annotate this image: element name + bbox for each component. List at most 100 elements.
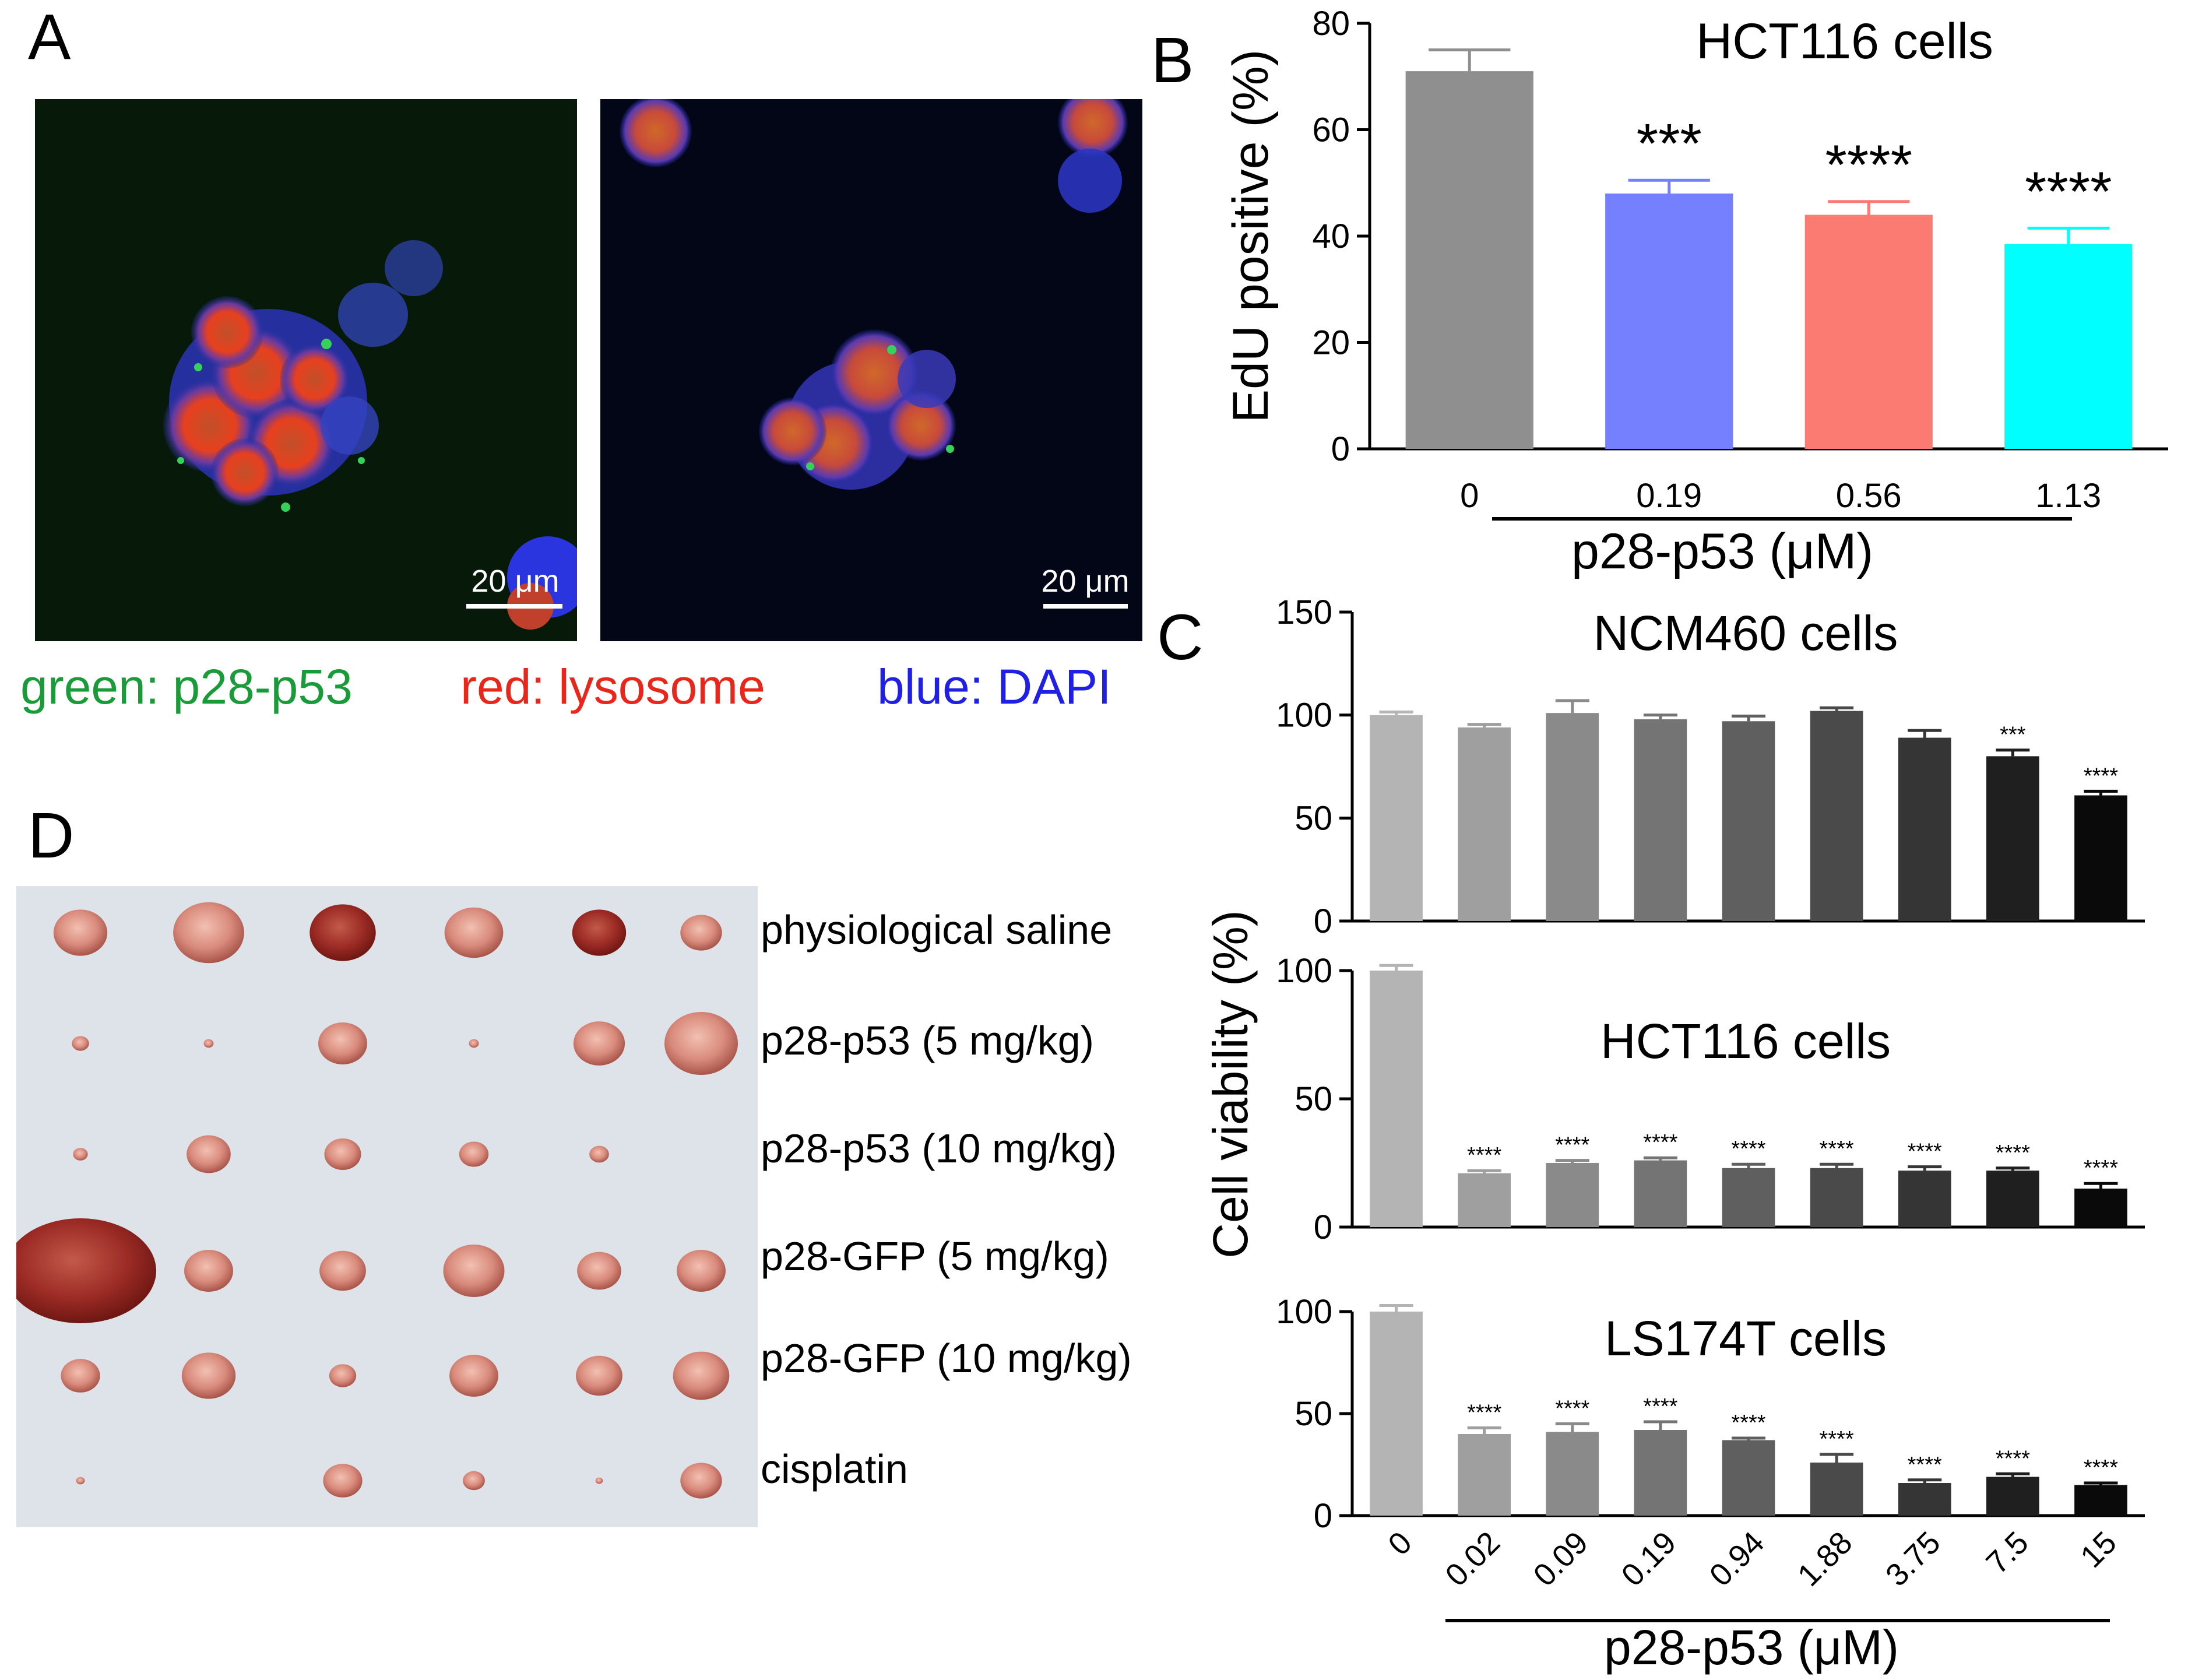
chart-title: HCT116 cells xyxy=(1696,13,1993,69)
significance-label: **** xyxy=(1996,1446,2030,1471)
y-axis-label: EdU positive (%) xyxy=(1223,50,1279,423)
bar xyxy=(1898,1171,1951,1227)
tumor-specimen xyxy=(324,1138,361,1170)
significance-label: **** xyxy=(1908,1140,1942,1164)
bar xyxy=(1810,1463,1863,1516)
tumor-specimen xyxy=(61,1359,100,1393)
x-tick-label: 7.5 xyxy=(1979,1525,2035,1581)
significance-label: **** xyxy=(2084,764,2118,788)
significance-label: **** xyxy=(1467,1143,1501,1168)
tumor-specimen xyxy=(589,1145,609,1163)
bar xyxy=(1986,1477,2039,1516)
tumor-specimen xyxy=(680,915,722,951)
tumor-specimen xyxy=(203,1039,214,1048)
tumor-specimen xyxy=(443,1245,505,1297)
significance-label: **** xyxy=(1555,1133,1589,1158)
significance-label: **** xyxy=(1825,134,1912,196)
bar xyxy=(1634,719,1687,921)
panel-label-c: C xyxy=(1157,602,1204,673)
bar xyxy=(1458,727,1511,921)
bar xyxy=(1986,1171,2039,1227)
x-tick-label: 0.02 xyxy=(1438,1525,1507,1593)
x-tick-label: 1.88 xyxy=(1791,1525,1859,1593)
y-axis-label: Cell viability (%) xyxy=(1203,910,1258,1258)
tumor-specimen xyxy=(323,1464,363,1498)
legend-red: red: lysosome xyxy=(460,659,765,714)
bar xyxy=(1546,1163,1599,1227)
tumor-row-label: p28-GFP (10 mg/kg) xyxy=(761,1335,1132,1381)
tumor-specimen xyxy=(187,1135,231,1173)
significance-label: **** xyxy=(1731,1137,1765,1161)
bar xyxy=(1605,194,1733,449)
tumor-specimen xyxy=(449,1355,498,1397)
chart-title: LS174T cells xyxy=(1605,1311,1887,1366)
tumor-row-label: p28-p53 (5 mg/kg) xyxy=(761,1018,1094,1063)
tumor-specimen xyxy=(319,1250,366,1291)
y-tick-label: 80 xyxy=(1312,5,1350,43)
bar xyxy=(2074,1485,2127,1516)
significance-label: **** xyxy=(1731,1411,1765,1435)
tumor-specimen xyxy=(469,1039,479,1048)
tumor-row-label: p28-p53 (10 mg/kg) xyxy=(761,1126,1117,1171)
tumor-specimen xyxy=(173,902,244,964)
tumor-specimen xyxy=(181,1352,236,1399)
bar xyxy=(1898,737,1951,921)
chart-title: HCT116 cells xyxy=(1600,1014,1891,1069)
y-tick-label: 100 xyxy=(1276,1293,1332,1331)
y-tick-label: 100 xyxy=(1276,697,1332,734)
chart-C3: 0 50 100 0 **** 0.02 **** 0.09 **** 0.19 **** 0.94 *… xyxy=(1276,1293,2145,1675)
tumor-specimen xyxy=(572,909,627,956)
bar xyxy=(2004,244,2133,449)
tumor-specimen xyxy=(16,1218,156,1323)
tumor-specimen xyxy=(664,1012,738,1075)
bar xyxy=(1810,711,1863,921)
significance-label: **** xyxy=(1996,1141,2030,1165)
legend-blue: blue: DAPI xyxy=(877,659,1111,714)
significance-label: *** xyxy=(1637,113,1702,175)
bar xyxy=(1634,1430,1687,1516)
tumor-specimen xyxy=(576,1355,622,1396)
x-axis-label: p28-p53 (μM) xyxy=(1571,523,1873,579)
legend-green: green: p28-p53 xyxy=(20,659,353,714)
x-tick-label: 0.19 xyxy=(1615,1525,1683,1593)
bar xyxy=(2074,795,2127,921)
x-tick-label: 0.09 xyxy=(1527,1525,1595,1593)
tumor-specimen xyxy=(673,1351,730,1400)
tumor-specimen xyxy=(329,1364,357,1387)
bar xyxy=(1546,1432,1599,1516)
significance-label: **** xyxy=(1908,1453,1942,1477)
tumor-specimen xyxy=(463,1471,485,1491)
tumor-specimen xyxy=(577,1252,621,1290)
significance-label: **** xyxy=(2084,1456,2118,1480)
x-tick-label: 0.94 xyxy=(1703,1525,1771,1593)
y-tick-label: 0 xyxy=(1331,430,1350,468)
chart-title: NCM460 cells xyxy=(1593,606,1898,660)
x-tick-label: 1.13 xyxy=(2035,477,2101,515)
chart-C2: 0 50 100 **** **** **** **** **** **** **** **** HC… xyxy=(1203,910,2145,1259)
y-tick-label: 100 xyxy=(1276,952,1332,990)
significance-label: **** xyxy=(1555,1397,1589,1421)
scale-bar-label-left: 20 μm xyxy=(471,564,559,599)
y-tick-label: 0 xyxy=(1314,1497,1332,1535)
significance-label: **** xyxy=(2025,160,2112,223)
significance-label: **** xyxy=(1820,1427,1854,1451)
tumor-specimen xyxy=(677,1250,726,1292)
y-tick-label: 0 xyxy=(1314,1208,1332,1246)
cell-cluster-right xyxy=(759,329,956,490)
bar xyxy=(1722,1440,1775,1516)
significance-label: **** xyxy=(1643,1130,1677,1155)
significance-label: **** xyxy=(1643,1394,1677,1419)
tumor-specimen xyxy=(573,1021,625,1066)
tumor-specimen xyxy=(184,1250,233,1292)
tumor-specimen xyxy=(459,1141,489,1167)
tumor-specimen xyxy=(73,1148,88,1161)
x-axis-label: p28-p53 (μM) xyxy=(1604,1620,1899,1675)
tumor-specimen xyxy=(72,1036,89,1051)
bar xyxy=(1546,713,1599,921)
micrograph-left: 20 μm xyxy=(35,99,577,641)
tumor-specimen xyxy=(309,904,376,961)
bar xyxy=(1810,1168,1863,1227)
x-tick-label: 0.56 xyxy=(1836,477,1902,515)
